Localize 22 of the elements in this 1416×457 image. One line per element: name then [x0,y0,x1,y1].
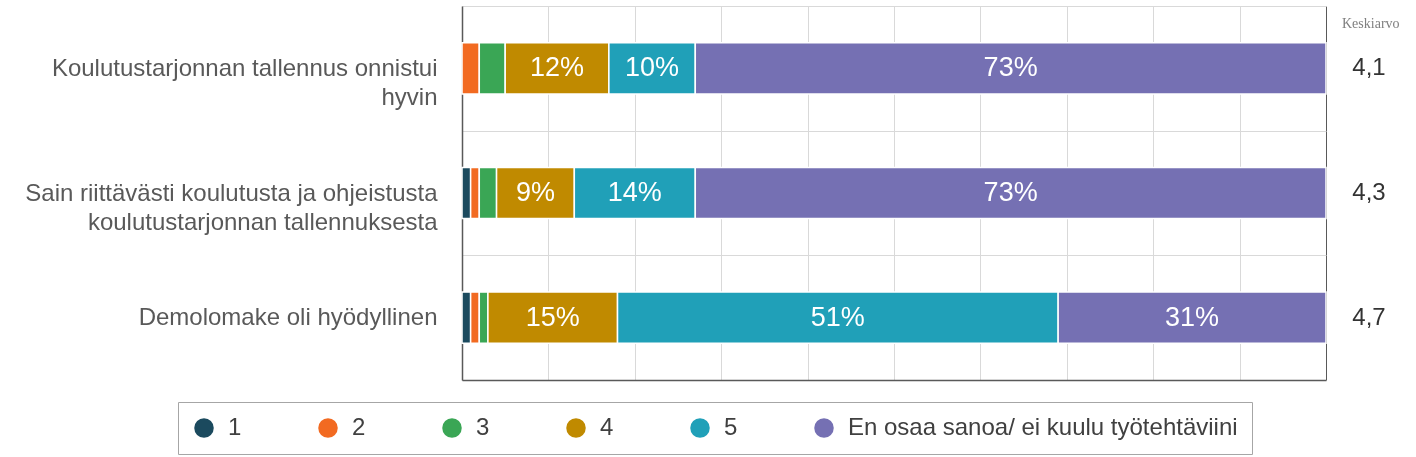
data-label: 10% [625,52,680,83]
legend-label: 3 [476,413,490,440]
data-label: 73% [983,177,1038,207]
data-label: 14% [607,177,662,207]
y-tick-label: Sain riittävästi koulutusta ja ohjeistusta koulutustarjonnan tallennuksesta [25,178,439,235]
legend-label: 2 [352,413,366,440]
legend-label: En osaa sanoa/ ei kuulu työtehtäviini [848,413,1238,440]
legend-label: 4 [600,413,614,440]
text: 4,3 [1352,178,1386,205]
legend-label: 5 [724,413,738,440]
text: 4,1 [1352,53,1386,81]
data-label: 51% [810,301,865,332]
legend-label: 1 [228,413,242,440]
data-label: 15% [525,301,580,332]
data-label: 12% [530,52,585,83]
data-label: 73% [983,52,1038,83]
text: 4,7 [1352,302,1386,330]
y-tick-label: Demolomake oli hyödyllinen [138,303,438,331]
data-label: 31% [1165,301,1220,332]
data-label: 9% [515,177,555,207]
y-tick-label: Koulutustarjonnan tallennus onnistui hyvin [51,53,438,110]
text: Keskiarvo [1342,16,1400,31]
